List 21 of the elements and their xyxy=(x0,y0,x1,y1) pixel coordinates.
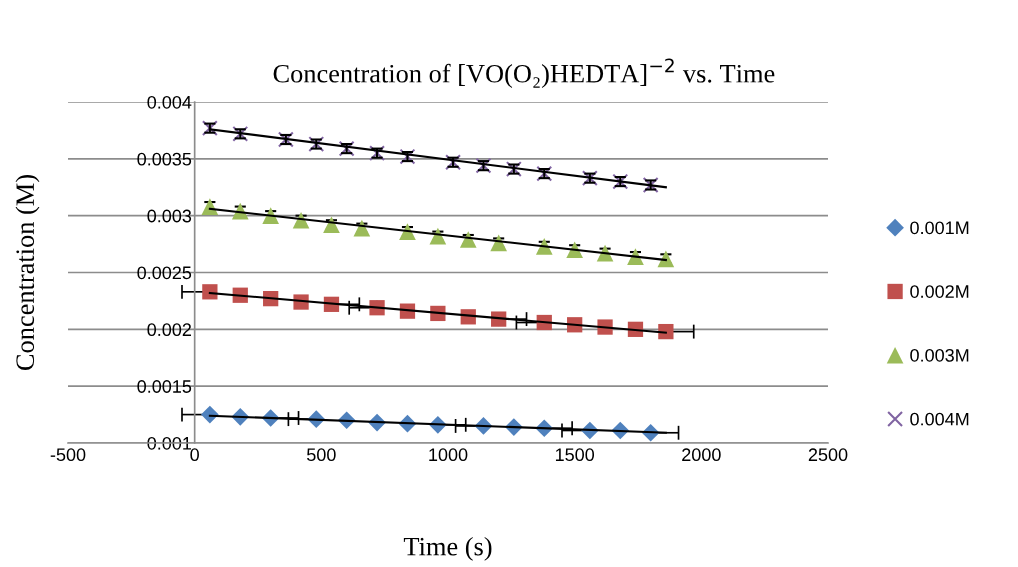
y-tick-label: 0.003 xyxy=(147,209,192,223)
x-tick-label: 0 xyxy=(190,448,199,462)
chart-title: Concentration of [VO(O₂)HEDTA]$^{−2}$ vs. Time xyxy=(273,58,775,88)
legend-label: 0.004M xyxy=(910,412,969,426)
x-tick-label: -500 xyxy=(50,448,86,462)
x-tick-label: 1000 xyxy=(429,448,468,462)
y-tick-label: 0.002 xyxy=(147,323,191,337)
legend-label: 0.001M xyxy=(910,221,969,235)
x-axis-title: Time (s) xyxy=(403,536,492,561)
y-tick-label: 0.0025 xyxy=(137,266,192,280)
x-tick-label: 2000 xyxy=(682,448,721,462)
y-tick-label: 0.0015 xyxy=(137,380,192,393)
y-axis-title: Concentration (M) xyxy=(15,175,40,370)
x-tick-label: 2500 xyxy=(808,448,848,462)
x-tick-label: 1500 xyxy=(555,448,595,462)
legend-label: 0.003M xyxy=(910,348,969,362)
y-tick-label: 0.0035 xyxy=(137,152,192,166)
x-tick-label: 500 xyxy=(306,448,336,462)
y-tick-label: 0.001 xyxy=(147,436,192,450)
legend-label: 0.002M xyxy=(910,285,969,298)
y-tick-label: 0.004 xyxy=(147,95,192,109)
